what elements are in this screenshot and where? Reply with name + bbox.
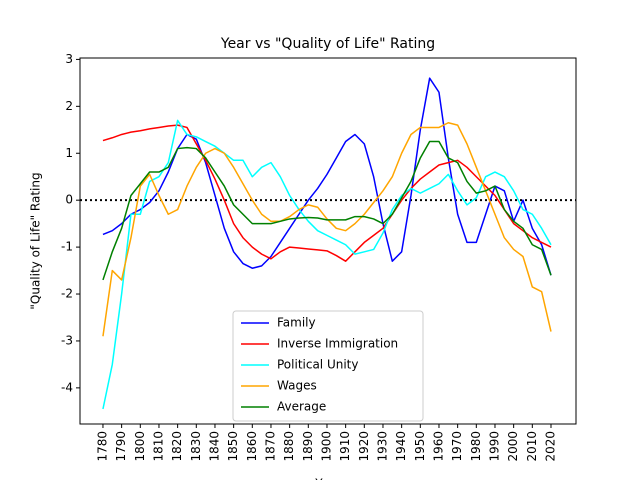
- x-tick-label: 1840: [207, 431, 221, 462]
- x-tick-label: 2010: [525, 431, 539, 462]
- y-tick-label: -1: [61, 240, 73, 254]
- x-tick-label: 1790: [114, 431, 128, 462]
- y-tick-label: -4: [61, 380, 73, 394]
- y-tick-label: -2: [61, 287, 73, 301]
- legend-label: Wages: [277, 379, 317, 393]
- x-tick-label: 1830: [189, 431, 203, 462]
- x-tick-label: 1990: [487, 431, 501, 462]
- y-tick-label: 0: [65, 193, 73, 207]
- x-tick-label: 2000: [506, 431, 520, 462]
- x-tick-label: 1860: [245, 431, 259, 462]
- x-tick-label: 1810: [151, 431, 165, 462]
- legend-box: [232, 310, 424, 422]
- x-tick-label: 2020: [543, 431, 557, 462]
- x-tick-label: 1930: [375, 431, 389, 462]
- x-tick-label: 1800: [133, 431, 147, 462]
- chart-title: Year vs "Quality of Life" Rating: [220, 36, 435, 52]
- y-axis-label: "Quality of Life" Rating: [29, 172, 43, 309]
- x-tick-label: 1950: [413, 431, 427, 462]
- x-tick-label: 1910: [338, 431, 352, 462]
- x-tick-label: 1920: [357, 431, 371, 462]
- line-series: [102, 122, 552, 337]
- x-tick-label: 1960: [431, 431, 445, 462]
- legend-label: Political Unity: [277, 358, 359, 372]
- x-tick-label: 1900: [319, 431, 333, 462]
- x-tick-label: 1880: [282, 431, 296, 462]
- y-tick-label: 3: [65, 52, 73, 66]
- legend-label: Family: [277, 316, 316, 330]
- line-series: [102, 119, 552, 410]
- x-tick-label: 1890: [301, 431, 315, 462]
- x-tick-label: 1980: [469, 431, 483, 462]
- x-tick-label: 1940: [394, 431, 408, 462]
- y-tick-label: 2: [65, 99, 73, 113]
- x-tick-label: 1780: [95, 431, 109, 462]
- line-series: [102, 124, 552, 262]
- y-tick-label: 1: [65, 146, 73, 160]
- y-tick-label: -3: [61, 333, 73, 347]
- line-series: [102, 140, 552, 281]
- x-tick-label: 1850: [226, 431, 240, 462]
- x-tick-label: 1820: [170, 431, 184, 462]
- x-tick-label: 1970: [450, 431, 464, 462]
- legend-label: Average: [277, 400, 326, 414]
- legend-label: Inverse Immigration: [277, 337, 398, 351]
- x-tick-label: 1870: [263, 431, 277, 462]
- plot-frame: [79, 57, 577, 425]
- x-axis-label: Year: [314, 477, 340, 480]
- legend: Family Inverse Immigration Political Unity…: [232, 310, 424, 422]
